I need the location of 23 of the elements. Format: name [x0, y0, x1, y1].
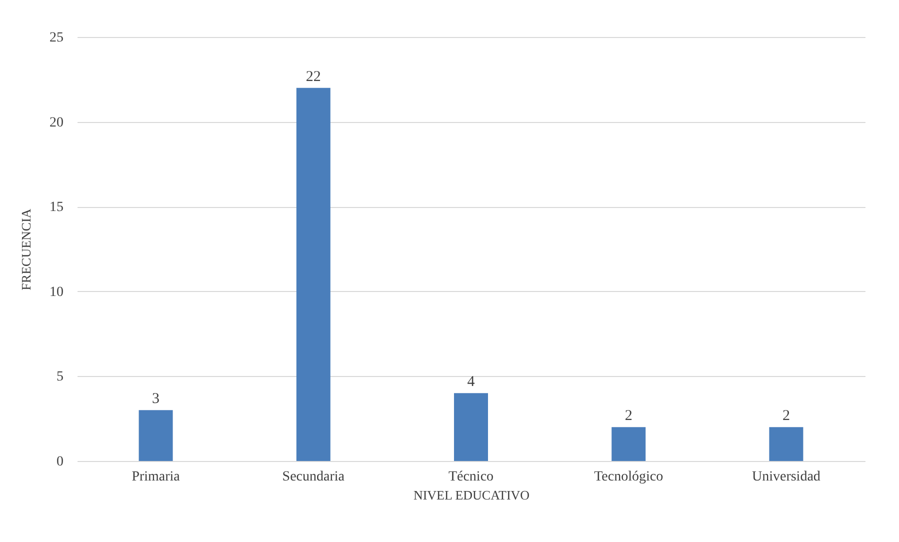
bar — [296, 88, 330, 461]
x-tick-label: Secundaria — [282, 470, 346, 484]
y-tick-label: 25 — [50, 30, 64, 46]
x-tick-label: Tecnológico — [594, 470, 664, 484]
x-axis-title: NIVEL EDUCATIVO — [413, 488, 530, 502]
bar — [138, 410, 173, 461]
bar — [769, 427, 804, 461]
y-tick-label: 5 — [56, 370, 64, 385]
y-tick-label: 20 — [50, 115, 64, 130]
data-label: 4 — [467, 374, 476, 390]
y-tick-label: 15 — [50, 200, 64, 216]
y-tick-label: 10 — [50, 284, 64, 300]
bar — [612, 427, 646, 461]
x-tick-label: Universidad — [752, 470, 820, 484]
x-tick-label: Técnico — [448, 470, 494, 484]
data-label: 2 — [782, 408, 790, 424]
y-axis-title: FRECUENCIA — [18, 208, 34, 290]
x-tick-label: Primaria — [132, 470, 181, 484]
data-label: 2 — [624, 408, 632, 424]
data-label: 22 — [306, 68, 321, 85]
data-label: 3 — [152, 391, 160, 408]
bar — [454, 393, 488, 461]
y-tick-label: 0 — [56, 454, 64, 470]
